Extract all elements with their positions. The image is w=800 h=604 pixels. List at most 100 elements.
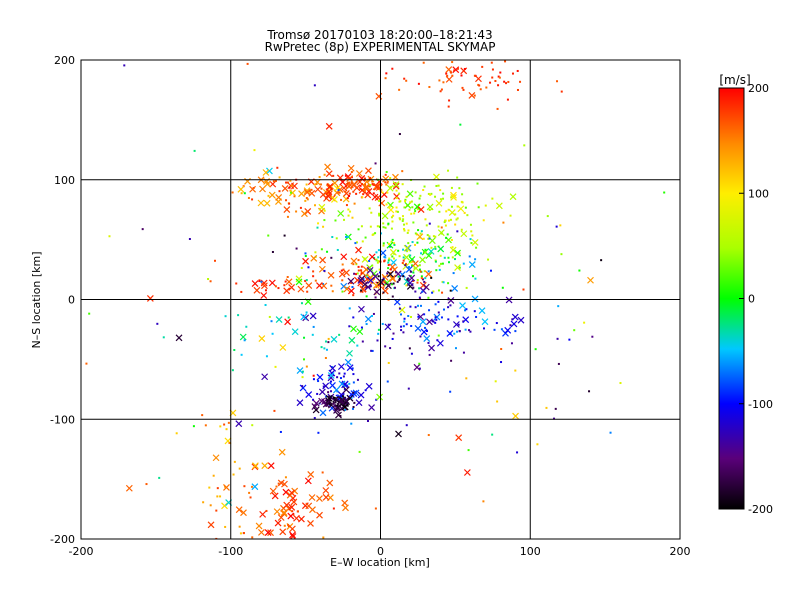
data-point-dot	[382, 226, 385, 229]
data-point-dot	[377, 256, 380, 259]
data-point-dot	[424, 326, 427, 329]
data-point-dot	[437, 311, 440, 314]
data-point-dot	[459, 123, 462, 126]
data-point-dot	[296, 510, 299, 513]
data-point-dot	[546, 215, 549, 218]
data-point-dot	[409, 201, 412, 204]
data-point-dot	[402, 256, 405, 259]
data-point-dot	[313, 183, 316, 186]
data-point-dot	[390, 283, 393, 286]
data-point-dot	[352, 263, 355, 266]
data-point-dot	[447, 208, 450, 211]
data-point-dot	[351, 285, 354, 288]
data-point-dot	[371, 180, 374, 183]
grid-lines	[81, 60, 680, 539]
data-point-dot	[224, 315, 227, 318]
data-point-dot	[316, 226, 319, 229]
data-point-dot	[382, 242, 385, 245]
data-point-dot	[391, 255, 394, 258]
data-point-cross	[386, 184, 394, 192]
data-point-dot	[387, 264, 390, 267]
data-point-dot	[447, 306, 450, 309]
data-point-dot	[465, 286, 468, 289]
data-point-dot	[497, 84, 500, 87]
data-point-dot	[442, 281, 445, 284]
data-point-dot	[481, 56, 483, 58]
data-point-dot	[300, 302, 303, 305]
data-point-cross	[322, 382, 330, 390]
data-point-dot	[243, 192, 246, 195]
data-point-dot	[359, 280, 362, 283]
data-point-cross	[419, 256, 426, 264]
data-point-cross	[340, 253, 348, 261]
data-point-dot	[209, 504, 212, 507]
data-point-dot	[258, 280, 261, 283]
data-point-dot	[313, 417, 316, 420]
data-point-dot	[449, 390, 452, 393]
data-point-cross	[376, 393, 384, 401]
data-point-dot	[335, 398, 338, 401]
data-point-cross	[342, 396, 350, 404]
data-point-cross	[364, 315, 372, 323]
data-point-dot	[346, 404, 349, 407]
data-point-dot	[419, 270, 422, 273]
data-point-dot	[219, 495, 222, 498]
data-point-dot	[382, 291, 385, 294]
data-point-dot	[414, 306, 417, 309]
data-point-dot	[352, 391, 355, 394]
data-point-dot	[370, 349, 373, 352]
data-point-dot	[478, 84, 481, 87]
data-point-dot	[428, 222, 431, 225]
data-point-dot	[330, 256, 333, 259]
data-point-dot	[522, 288, 525, 291]
colorbar-tick-label: 100	[748, 187, 769, 200]
data-point-dot	[231, 191, 234, 194]
data-point-dot	[291, 510, 294, 513]
data-point-cross	[278, 448, 286, 456]
data-point-dot	[397, 275, 400, 278]
data-point-dot	[219, 425, 222, 428]
data-point-dot	[277, 287, 280, 290]
data-point-cross	[307, 520, 314, 527]
data-point-cross	[368, 404, 376, 412]
data-point-dot	[344, 185, 347, 188]
data-point-dot	[557, 362, 560, 365]
data-point-dot	[353, 401, 356, 404]
data-point-dot	[461, 86, 464, 89]
data-point-dot	[496, 107, 499, 110]
data-point-dot	[288, 186, 291, 189]
data-point-dot	[263, 544, 265, 546]
data-point-dot	[399, 200, 402, 203]
y-tick-label: 0	[68, 294, 75, 307]
data-point-cross	[274, 519, 282, 527]
data-point-cross	[260, 292, 268, 299]
data-point-dot	[334, 397, 337, 400]
data-point-dot	[392, 276, 395, 279]
data-point-dot	[312, 398, 315, 401]
data-point-dot	[188, 238, 191, 241]
data-point-dot	[316, 392, 319, 395]
data-point-dot	[204, 424, 207, 427]
data-point-dot	[578, 269, 581, 272]
data-point-dot	[465, 377, 468, 380]
data-point-dot	[388, 205, 391, 208]
data-point-dot	[460, 228, 463, 231]
data-point-cross	[362, 184, 370, 191]
data-point-dot	[419, 335, 422, 338]
data-point-cross	[348, 336, 356, 344]
data-point-dot	[419, 297, 422, 300]
data-point-cross	[277, 514, 285, 521]
data-point-cross	[299, 384, 307, 392]
data-point-dot	[352, 406, 355, 409]
data-point-dot	[395, 197, 398, 200]
data-point-cross	[316, 373, 324, 381]
data-point-cross	[235, 506, 243, 514]
data-point-cross	[319, 191, 327, 199]
data-point-dot	[362, 277, 365, 280]
data-point-dot	[393, 286, 396, 289]
data-point-dot	[398, 255, 401, 258]
data-point-dot	[404, 198, 407, 201]
data-point-dot	[378, 225, 381, 228]
data-point-dot	[428, 208, 431, 211]
data-point-cross	[249, 185, 257, 193]
